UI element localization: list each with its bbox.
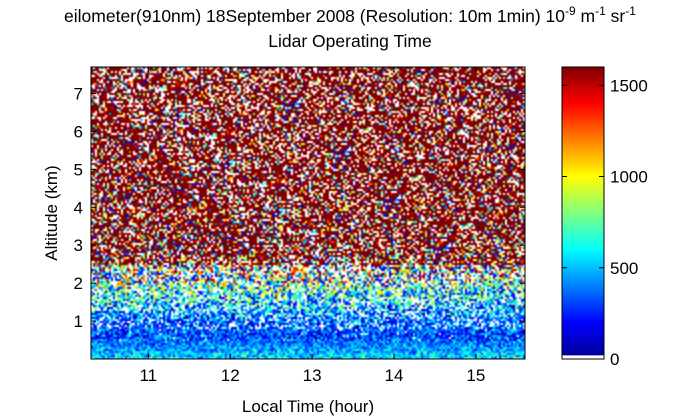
y-tick-label: 1 [74, 312, 83, 331]
y-tick-label: 3 [74, 236, 83, 255]
colorbar: 0 500 1000 1500 [561, 66, 648, 369]
y-tick-label: 2 [74, 274, 83, 293]
colorbar-tick-label: 0 [610, 350, 619, 369]
y-axis: 1 2 3 4 5 6 7 [74, 85, 525, 331]
colorbar-tick-label: 1000 [610, 168, 648, 187]
chart-subtitle: Lidar Operating Time [268, 31, 432, 51]
heatmap-area [91, 67, 525, 359]
x-tick-label: 13 [303, 366, 322, 385]
x-axis-label: Local Time (hour) [242, 397, 374, 416]
x-tick-label: 15 [466, 366, 485, 385]
chart-title: eilometer(910nm) 18September 2008 (Resol… [64, 4, 636, 26]
colorbar-tick-label: 1500 [610, 76, 648, 95]
x-tick-label: 11 [139, 366, 157, 385]
y-tick-label: 6 [74, 122, 83, 141]
plot-frame [90, 66, 526, 360]
colorbar-gradient [562, 67, 604, 359]
colorbar-tick-label: 500 [610, 259, 638, 278]
x-axis: 11 12 13 14 15 [139, 67, 485, 385]
colorbar-zero-band [562, 355, 604, 359]
y-tick-label: 4 [74, 198, 83, 217]
y-axis-label: Altitude (km) [42, 165, 61, 260]
x-tick-label: 12 [221, 366, 240, 385]
heatmap-image [91, 67, 525, 359]
colorbar-frame [561, 66, 605, 360]
x-tick-label: 14 [385, 366, 404, 385]
y-tick-label: 7 [74, 85, 83, 104]
y-tick-label: 5 [74, 160, 83, 179]
